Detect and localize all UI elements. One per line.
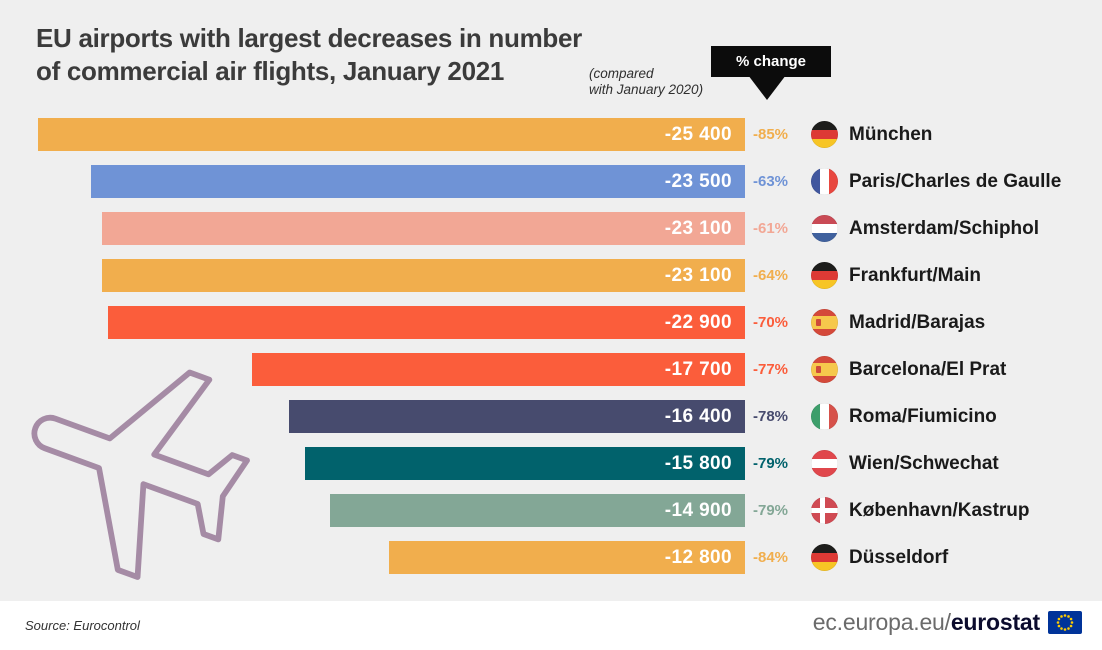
chart-subtitle-line2: with January 2020) (589, 82, 704, 97)
bar-track: -14 900 (38, 494, 745, 527)
bar-row: -12 800 -84% Düsseldorf (0, 541, 1102, 588)
bar-value-label: -16 400 (664, 406, 732, 427)
chart-subtitle-line1: (compared (589, 66, 654, 81)
bar: -17 700 (252, 353, 745, 386)
country-flag-icon (811, 215, 838, 242)
bar-value-label: -15 800 (664, 453, 732, 474)
chart-title-line1: EU airports with largest decreases in nu… (36, 23, 582, 53)
airport-name: Paris/Charles de Gaulle (849, 171, 1062, 192)
bar-value-label: -23 500 (664, 171, 732, 192)
airport-name: Barcelona/El Prat (849, 359, 1007, 380)
bar: -15 800 (305, 447, 745, 480)
country-flag-icon (811, 544, 838, 571)
airport-name: Wien/Schwechat (849, 453, 999, 474)
pct-change-label: -77% (753, 361, 789, 378)
chart-subtitle: (compared with January 2020) (589, 66, 703, 98)
source-note: Source: Eurocontrol (25, 618, 140, 633)
bar-track: -25 400 (38, 118, 745, 151)
bar-value-label: -14 900 (664, 500, 732, 521)
pct-change-callout: % change (711, 46, 831, 77)
eurostat-brand: ec.europa.eu/ eurostat (813, 609, 1082, 636)
eurostat-wordmark: eurostat (950, 609, 1040, 635)
eu-flag-icon (1048, 611, 1082, 634)
pct-change-label: -84% (753, 549, 789, 566)
bar: -23 100 (102, 212, 745, 245)
footer: Source: Eurocontrol ec.europa.eu/ eurost… (0, 601, 1102, 650)
bar-value-label: -22 900 (664, 312, 732, 333)
bar: -14 900 (330, 494, 745, 527)
bar-track: -23 100 (38, 212, 745, 245)
country-flag-icon (811, 168, 838, 195)
airport-name: München (849, 124, 933, 145)
pct-change-label: -79% (753, 455, 789, 472)
country-flag-icon (811, 309, 838, 336)
bar-row: -23 500 -63% Paris/Charles de Gaulle (0, 165, 1102, 212)
bar-track: -22 900 (38, 306, 745, 339)
bar-row: -14 900 -79% København/Kastrup (0, 494, 1102, 541)
bar: -22 900 (107, 306, 745, 339)
bar-row: -22 900 -70% Madrid/Barajas (0, 306, 1102, 353)
bar-value-label: -12 800 (664, 547, 732, 568)
airport-name: Madrid/Barajas (849, 312, 986, 333)
bar: -25 400 (38, 118, 745, 151)
bar-row: -25 400 -85% München (0, 118, 1102, 165)
airport-name: København/Kastrup (849, 500, 1030, 521)
bar: -23 500 (90, 165, 745, 198)
country-flag-icon (811, 497, 838, 524)
bar: -23 100 (102, 259, 745, 292)
airplane-icon (31, 369, 250, 580)
bar-track: -15 800 (38, 447, 745, 480)
pct-change-label: -70% (753, 314, 789, 331)
bar-track: -17 700 (38, 353, 745, 386)
bar-row: -23 100 -64% Frankfurt/Main (0, 259, 1102, 306)
bar-row: -15 800 -79% Wien/Schwechat (0, 447, 1102, 494)
country-flag-icon (811, 356, 838, 383)
bar-value-label: -23 100 (664, 218, 732, 239)
bar: -16 400 (288, 400, 745, 433)
chart-title: EU airports with largest decreases in nu… (36, 22, 582, 88)
airport-name: Amsterdam/Schiphol (849, 218, 1040, 239)
bar-chart: -25 400 -85% München -23 500 -63% Paris/… (0, 118, 1102, 588)
bar: -12 800 (388, 541, 745, 574)
country-flag-icon (811, 403, 838, 430)
bar-row: -23 100 -61% Amsterdam/Schiphol (0, 212, 1102, 259)
pct-change-label: -79% (753, 502, 789, 519)
bar-track: -12 800 (38, 541, 745, 574)
pct-change-label: -78% (753, 408, 789, 425)
pct-change-label: -63% (753, 173, 789, 190)
bar-value-label: -23 100 (664, 265, 732, 286)
bar-row: -16 400 -78% Roma/Fiumicino (0, 400, 1102, 447)
bar-value-label: -25 400 (664, 124, 732, 145)
brand-url-prefix: ec.europa.eu/ (812, 609, 951, 635)
airport-name: Düsseldorf (849, 547, 949, 568)
bar-value-label: -17 700 (664, 359, 732, 380)
bar-row: -17 700 -77% Barcelona/El Prat (0, 353, 1102, 400)
chart-title-line2: of commercial air flights, January 2021 (36, 56, 505, 86)
bar-track: -23 500 (38, 165, 745, 198)
airport-name: Frankfurt/Main (849, 265, 981, 286)
pct-change-label: -64% (753, 267, 789, 284)
country-flag-icon (811, 262, 838, 289)
country-flag-icon (811, 450, 838, 477)
bar-track: -23 100 (38, 259, 745, 292)
country-flag-icon (811, 121, 838, 148)
bar-track: -16 400 (38, 400, 745, 433)
pct-change-label: -85% (753, 126, 789, 143)
airport-name: Roma/Fiumicino (849, 406, 997, 427)
callout-pointer-icon (748, 75, 786, 100)
pct-change-label: -61% (753, 220, 789, 237)
